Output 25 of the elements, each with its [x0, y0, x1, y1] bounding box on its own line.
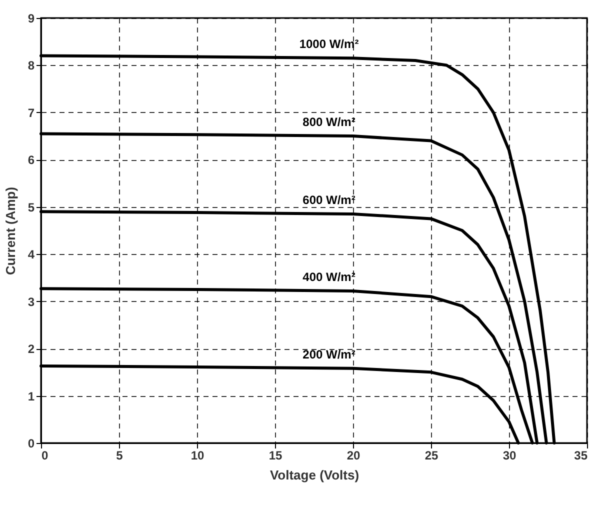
y-tick-label: 9: [28, 12, 35, 26]
y-axis-title: Current (Amp): [2, 186, 18, 276]
x-tick-label: 0: [42, 448, 48, 462]
x-tick-label: 35: [574, 448, 588, 462]
x-tick-label: 20: [346, 448, 360, 462]
y-tick-label: 3: [28, 294, 35, 309]
y-tick-label: 2: [28, 342, 35, 356]
series-label: 1000 W/m²: [299, 37, 359, 52]
y-tick-label: 8: [28, 58, 35, 73]
x-tick-label: 15: [268, 448, 282, 462]
y-tick-label: 0: [28, 436, 35, 450]
y-tick-label: 5: [28, 200, 35, 214]
y-tick-label: 7: [28, 106, 35, 120]
y-tick-label: 6: [28, 153, 35, 168]
x-tick-label: 30: [502, 448, 516, 462]
series-label: 200 W/m²: [302, 347, 356, 362]
series-label: 800 W/m²: [302, 115, 356, 130]
x-axis-title: Voltage (Volts): [270, 468, 360, 482]
y-tick-label: 1: [28, 389, 35, 404]
series-label: 400 W/m²: [302, 270, 356, 284]
y-tick-label: 4: [28, 248, 35, 262]
x-tick-label: 25: [424, 448, 438, 462]
x-tick-label: 5: [116, 448, 124, 462]
series-label: 600 W/m²: [302, 192, 356, 207]
x-tick-label: 10: [190, 448, 204, 462]
